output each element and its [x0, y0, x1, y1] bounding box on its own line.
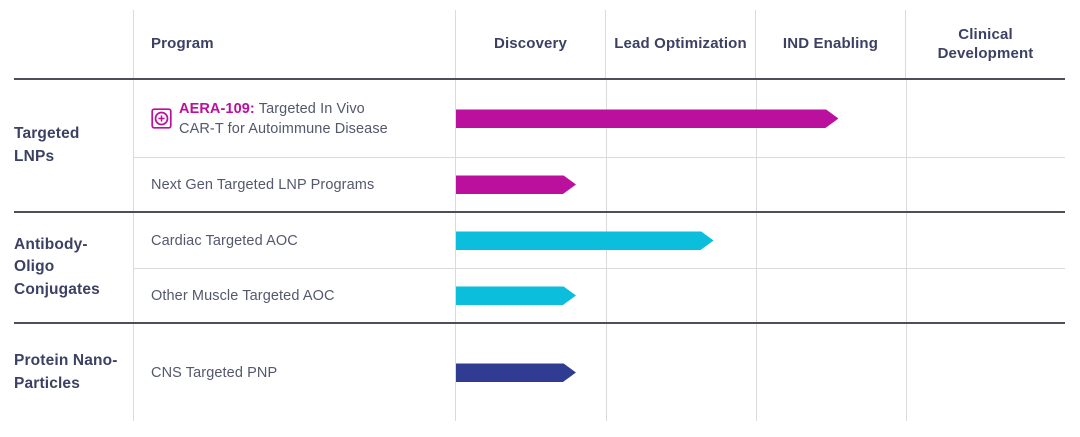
- program-name-cell: Cardiac Targeted AOC: [133, 213, 455, 268]
- progress-arrow-cardiac-aoc: [456, 231, 714, 250]
- group-label-targeted-lnps: Targeted LNPs: [14, 125, 80, 165]
- group-targeted-lnps: Targeted LNPs AERA-109: Targeted In Vivo…: [14, 80, 1065, 213]
- header-stage-lead-optimization: Lead Optimization: [605, 10, 755, 78]
- progress-arrow-next-gen-lnp: [456, 175, 576, 194]
- header-program: Program: [133, 10, 455, 78]
- program-name-cell: Other Muscle Targeted AOC: [133, 269, 455, 322]
- progress-arrow-aera-109: [456, 109, 838, 128]
- column-gridline: [906, 158, 907, 211]
- program-name-cell: Next Gen Targeted LNP Programs: [133, 158, 455, 211]
- target-crosshair-icon: [151, 108, 172, 129]
- program-row-cardiac-aoc: Cardiac Targeted AOC: [133, 213, 1065, 268]
- program-name: Next Gen Targeted LNP Programs: [151, 176, 375, 193]
- column-gridline: [756, 269, 757, 322]
- column-gridline: [606, 324, 607, 421]
- header-stage-ind-enabling: IND Enabling: [755, 10, 905, 78]
- column-gridline: [606, 269, 607, 322]
- stage-track: [455, 158, 1065, 211]
- header-stage-discovery: Discovery: [455, 10, 605, 78]
- program-name-cell: CNS Targeted PNP: [133, 324, 455, 421]
- column-gridline: [906, 213, 907, 268]
- stage-track: [455, 324, 1065, 421]
- pipeline-table: Program Discovery Lead Optimization IND …: [14, 10, 1065, 421]
- column-gridline: [906, 324, 907, 421]
- program-row-aera-109: AERA-109: Targeted In Vivo CAR-T for Aut…: [133, 80, 1065, 157]
- program-name: CNS Targeted PNP: [151, 364, 278, 381]
- column-gridline: [756, 324, 757, 421]
- program-name-cell: AERA-109: Targeted In Vivo CAR-T for Aut…: [133, 80, 455, 157]
- header-group-spacer: [14, 10, 133, 78]
- stage-track: [455, 80, 1065, 157]
- column-gridline: [906, 269, 907, 322]
- program-row-next-gen-lnp: Next Gen Targeted LNP Programs: [133, 157, 1065, 211]
- program-row-cns-pnp: CNS Targeted PNP: [133, 324, 1065, 421]
- column-gridline: [606, 158, 607, 211]
- group-label-protein-nano-particles: Protein Nano-Particles: [14, 352, 118, 392]
- program-row-other-muscle-aoc: Other Muscle Targeted AOC: [133, 268, 1065, 322]
- header-stage-clinical-development: Clinical Development: [905, 10, 1065, 78]
- column-gridline: [906, 80, 907, 157]
- stage-track: [455, 269, 1065, 322]
- column-gridline: [756, 213, 757, 268]
- stage-track: [455, 213, 1065, 268]
- column-gridline: [756, 158, 757, 211]
- program-name: Other Muscle Targeted AOC: [151, 287, 335, 304]
- program-name: Cardiac Targeted AOC: [151, 232, 298, 249]
- pipeline-header-row: Program Discovery Lead Optimization IND …: [14, 10, 1065, 80]
- group-antibody-oligo-conjugates: Antibody-Oligo Conjugates Cardiac Target…: [14, 213, 1065, 324]
- progress-arrow-cns-pnp: [456, 363, 576, 382]
- group-protein-nano-particles: Protein Nano-Particles CNS Targeted PNP: [14, 324, 1065, 421]
- program-name: AERA-109: Targeted In Vivo CAR-T for Aut…: [179, 100, 388, 137]
- group-label-antibody-oligo-conjugates: Antibody-Oligo Conjugates: [14, 235, 100, 298]
- progress-arrow-other-muscle-aoc: [456, 286, 576, 305]
